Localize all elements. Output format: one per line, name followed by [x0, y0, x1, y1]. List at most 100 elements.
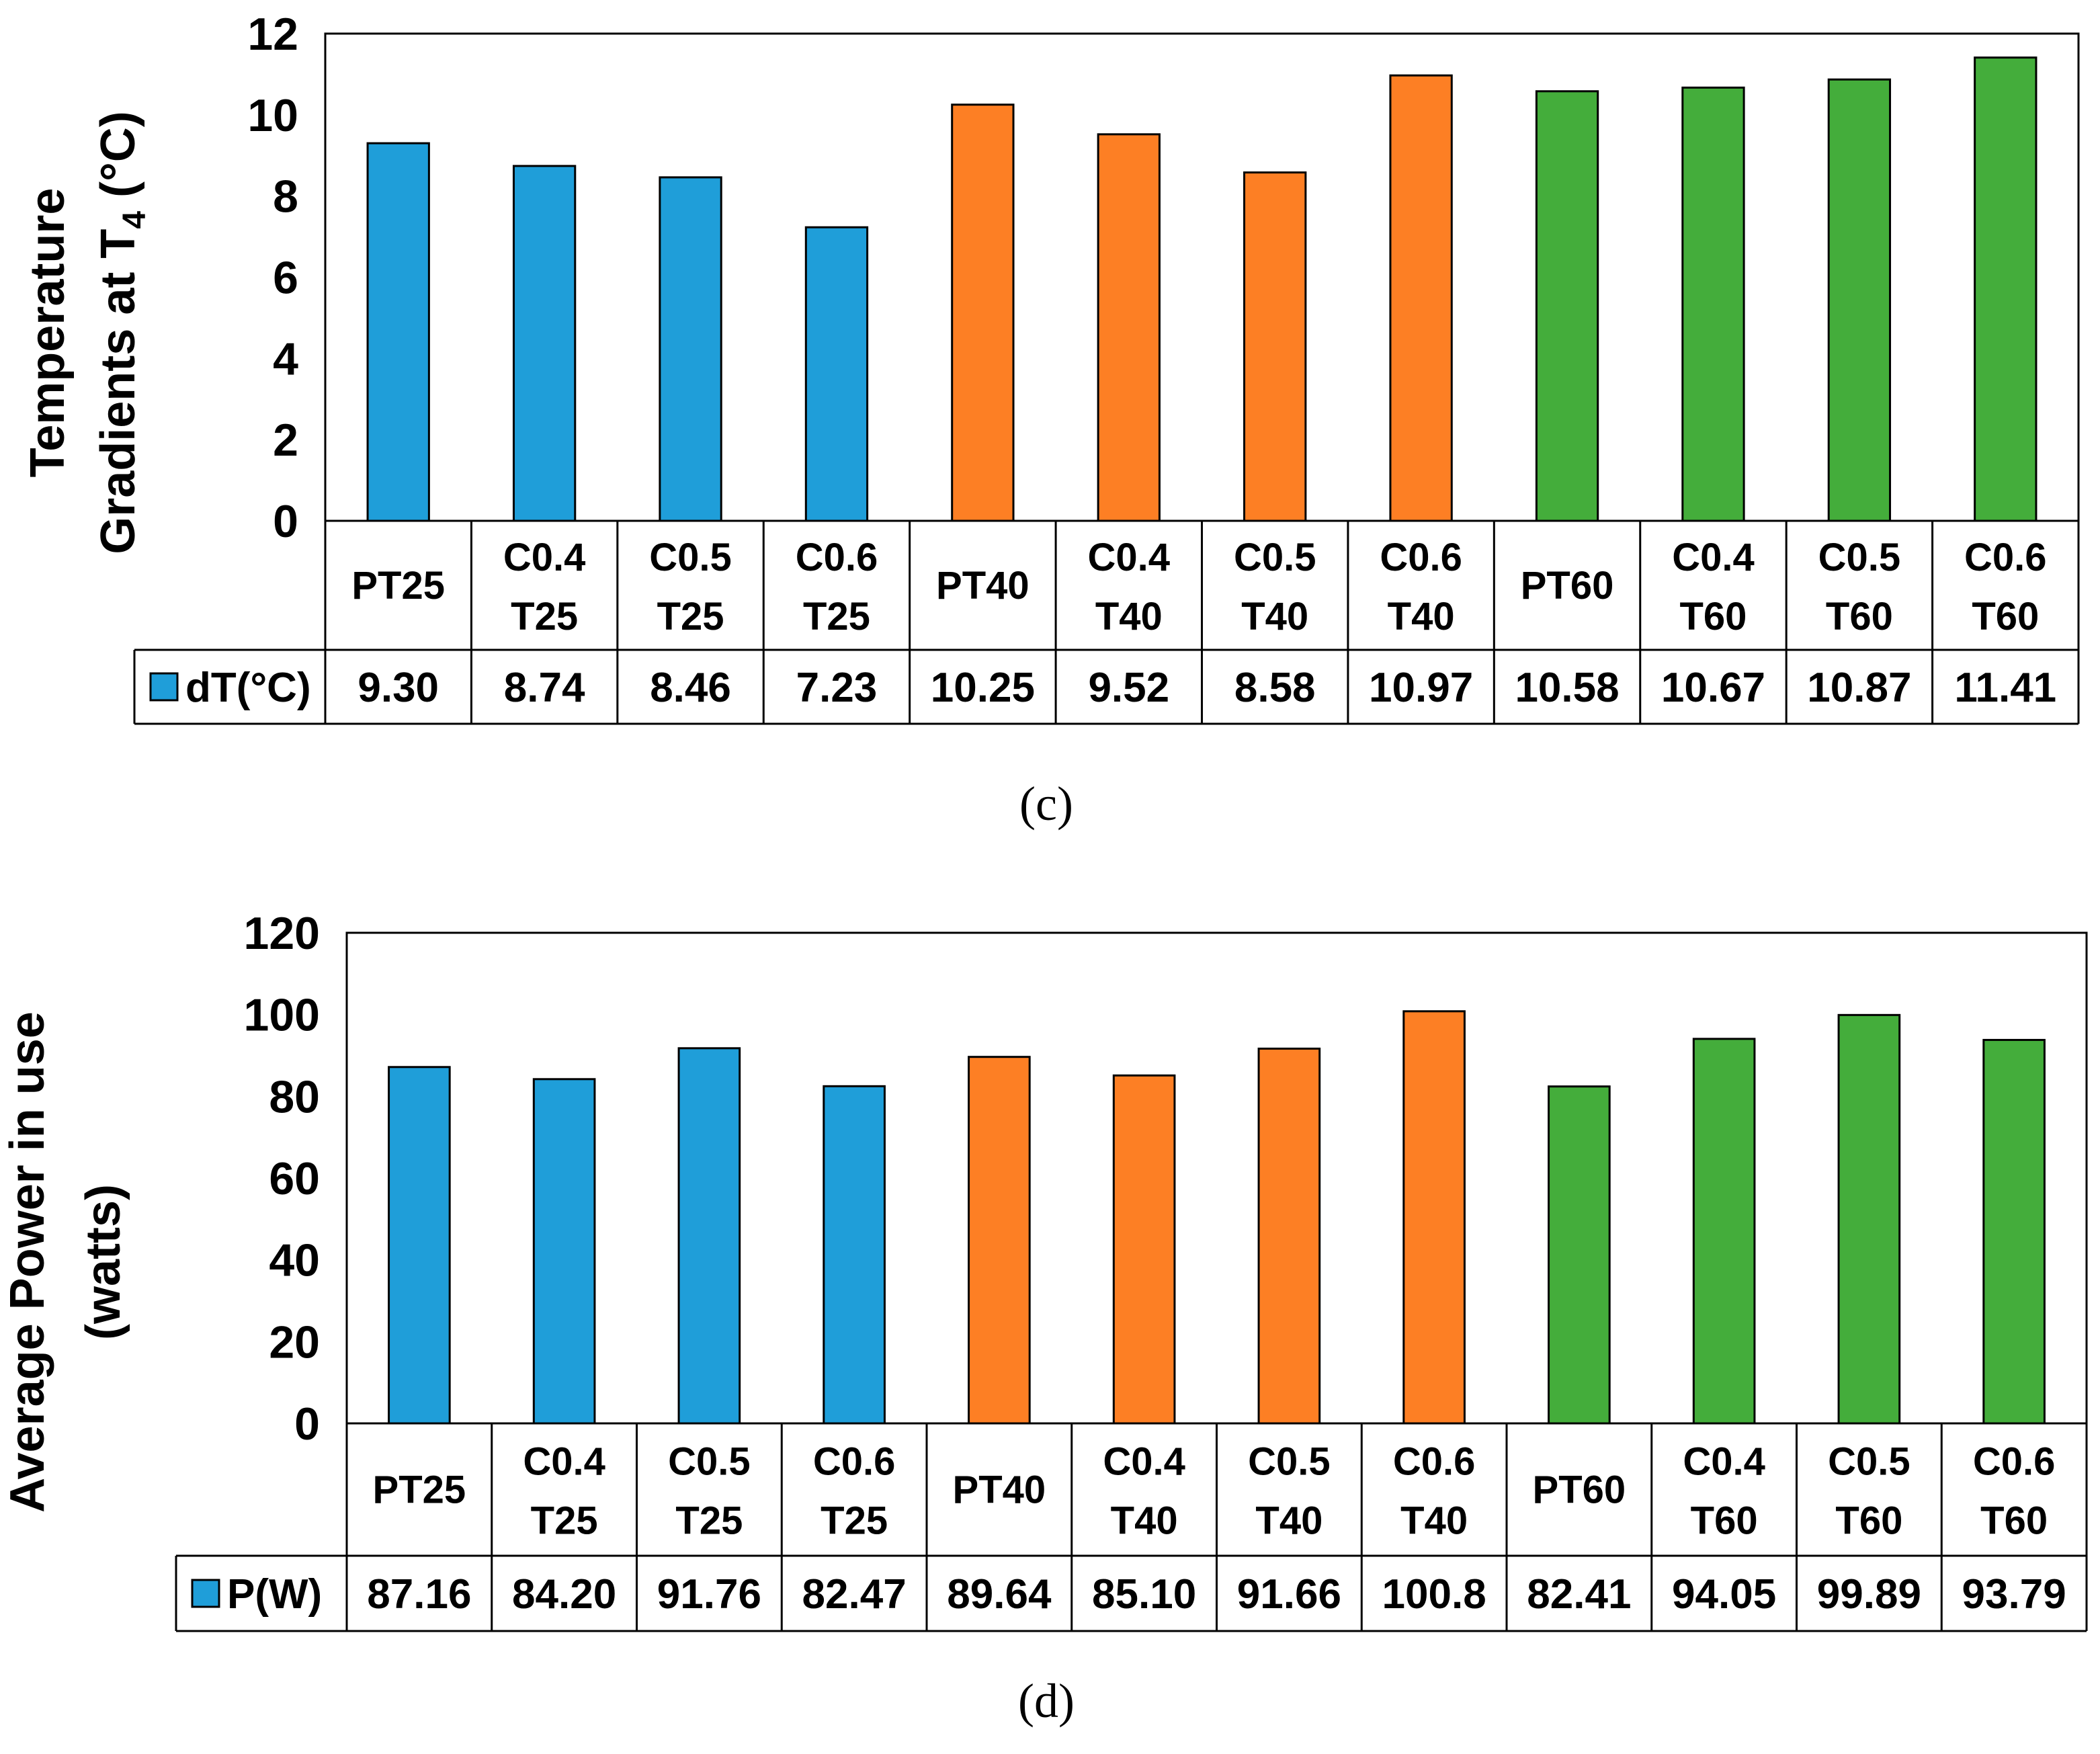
category-label: C0.6 [1393, 1440, 1476, 1484]
bar [1681, 86, 1745, 522]
category-label: C0.5 [1818, 536, 1901, 579]
y-axis-title: Average Power in use [1, 1011, 54, 1513]
category-label: C0.5 [668, 1440, 751, 1484]
bar [512, 165, 577, 522]
y-axis-title-part: (°C) [91, 111, 145, 211]
bar [388, 1066, 451, 1425]
data-label: 8.74 [504, 665, 585, 711]
bar [1837, 1013, 1901, 1425]
bar [1535, 90, 1599, 522]
bar [366, 142, 430, 522]
data-label: 99.89 [1817, 1571, 1921, 1618]
category-label: C0.4 [1088, 536, 1171, 579]
data-label: 93.79 [1962, 1571, 2066, 1618]
category-label: T60 [1980, 1499, 2048, 1543]
y-tick-label: 0 [294, 1398, 320, 1450]
y-tick-label: 40 [269, 1235, 320, 1286]
data-label: 85.10 [1092, 1571, 1196, 1618]
plot-area [345, 931, 2088, 1425]
data-label: 10.87 [1807, 665, 1911, 711]
category-label: PT40 [953, 1468, 1046, 1512]
category-label: T60 [1679, 595, 1747, 638]
data-label: 82.41 [1527, 1571, 1631, 1618]
category-label: PT40 [936, 564, 1030, 608]
category-label: T40 [1241, 595, 1308, 638]
category-label: T25 [803, 595, 870, 638]
category-label: T40 [1388, 595, 1455, 638]
plot-area [324, 32, 2080, 522]
bar [677, 1047, 741, 1425]
bar [968, 1056, 1031, 1425]
y-axis-title: (watts) [77, 1184, 130, 1340]
bar [804, 226, 869, 522]
bar [1112, 1074, 1176, 1425]
bar [1827, 78, 1892, 522]
bar [951, 103, 1015, 522]
data-label: 10.58 [1515, 665, 1619, 711]
y-tick-label: 100 [244, 990, 320, 1041]
y-axis-title-part: Gradients at T [91, 229, 145, 554]
bar [1257, 1047, 1321, 1425]
chart-c: 0 2 4 6 8 10 12 PT25 C0.4 T25 C0.5 T25 C0.6 T25 PT40 C0… [21, 9, 2080, 831]
data-label: 91.76 [657, 1571, 761, 1618]
category-label: PT25 [373, 1468, 466, 1512]
category-label: C0.5 [1248, 1440, 1331, 1484]
bar [1402, 1010, 1466, 1425]
data-label: 10.97 [1369, 665, 1473, 711]
data-label: 9.52 [1088, 665, 1169, 711]
data-label: 9.30 [358, 665, 439, 711]
bar [1243, 171, 1307, 522]
data-label: 7.23 [796, 665, 878, 711]
category-label: C0.4 [523, 1440, 605, 1484]
data-label: 10.67 [1661, 665, 1765, 711]
bar [1692, 1038, 1756, 1425]
data-label: 11.41 [1954, 665, 2056, 711]
y-axis-title-subscript: 4 [117, 211, 153, 229]
category-label: T25 [821, 1499, 888, 1543]
category-label: C0.6 [1964, 536, 2047, 579]
y-tick-label: 80 [269, 1071, 320, 1122]
category-label: T25 [657, 595, 724, 638]
category-label: T40 [1400, 1499, 1468, 1543]
category-label: C0.4 [1672, 536, 1755, 579]
panel-caption: (c) [1019, 777, 1073, 831]
bar [823, 1085, 886, 1425]
category-label: T60 [1691, 1499, 1758, 1543]
category-label: C0.5 [649, 536, 732, 579]
bar [532, 1078, 596, 1425]
y-tick-label: 4 [273, 333, 298, 384]
data-label: 100.8 [1382, 1571, 1486, 1618]
y-axis-title: Gradients at T4 (°C) [91, 111, 153, 554]
category-label: C0.6 [1973, 1440, 2056, 1484]
y-tick-label: 8 [273, 171, 298, 222]
category-label: T40 [1255, 1499, 1322, 1543]
data-label: 84.20 [512, 1571, 616, 1618]
category-label: C0.6 [813, 1440, 896, 1484]
data-label: 87.16 [367, 1571, 471, 1618]
bar [1548, 1085, 1611, 1425]
y-tick-label: 0 [273, 496, 298, 547]
category-label: T25 [511, 595, 578, 638]
y-tick-label: 60 [269, 1153, 320, 1204]
category-label: T60 [1826, 595, 1893, 638]
category-label: T25 [531, 1499, 598, 1543]
legend-label: P(W) [227, 1571, 322, 1618]
category-label: C0.5 [1828, 1440, 1910, 1484]
data-label: 8.58 [1234, 665, 1316, 711]
category-label: C0.6 [1380, 536, 1462, 579]
category-label: C0.5 [1234, 536, 1316, 579]
category-label: PT60 [1533, 1468, 1626, 1512]
legend-key [149, 672, 179, 702]
data-label: 94.05 [1672, 1571, 1776, 1618]
category-label: C0.4 [1683, 1440, 1765, 1484]
category-label: T40 [1111, 1499, 1178, 1543]
y-tick-label: 2 [273, 415, 298, 466]
chart-d: 0 20 40 60 80 100 120 PT25 C0.4 T25 C0.5 T25 C0.6 T25… [1, 908, 2088, 1728]
category-label: C0.4 [1103, 1440, 1185, 1484]
bar [1389, 74, 1453, 522]
category-label: T60 [1835, 1499, 1902, 1543]
data-label: 10.25 [931, 665, 1035, 711]
category-label: C0.4 [503, 536, 586, 579]
y-tick-label: 20 [269, 1317, 320, 1368]
